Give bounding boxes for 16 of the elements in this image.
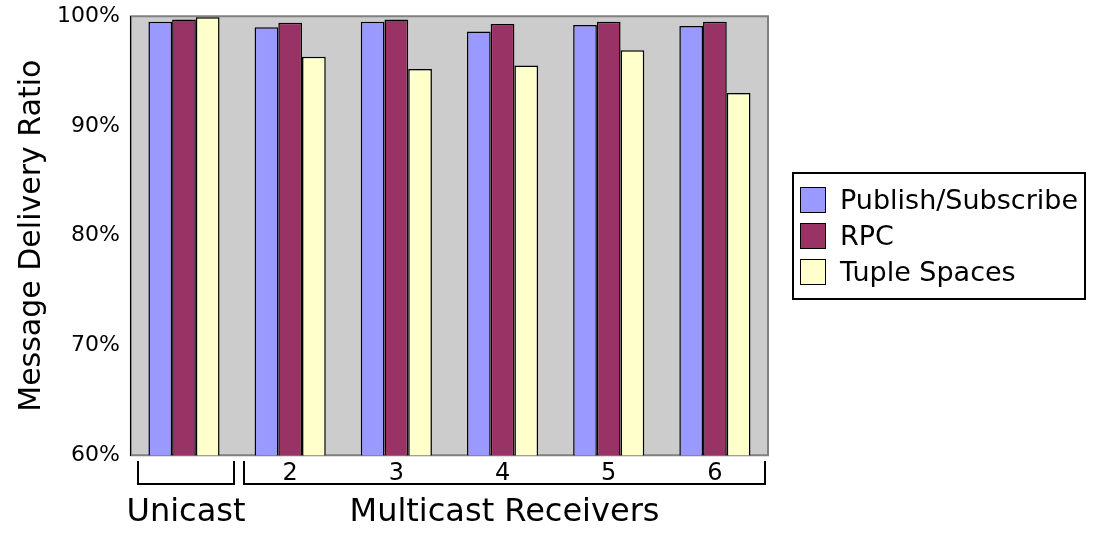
legend-label: RPC [840,220,894,252]
y-tick-label: 70% [70,331,120,357]
y-tick-label: 80% [70,221,120,247]
legend-label: Tuple Spaces [840,256,1016,288]
x-tick-label: 6 [707,457,723,486]
y-axis-title: Message Delivery Ratio [11,59,47,412]
y-tick-label: 60% [70,440,120,466]
x-tick-label: 3 [388,457,404,486]
x-tick-label: 4 [494,457,511,486]
y-tick-label: 90% [70,111,120,137]
legend-label: Publish/Subscribe [840,184,1078,216]
x-axis-title: Multicast Receivers [349,491,660,530]
y-tick-label: 100% [56,1,120,27]
text: Unicast [126,491,246,530]
x-tick-label: 5 [601,457,617,486]
x-tick-label: 2 [282,457,298,486]
